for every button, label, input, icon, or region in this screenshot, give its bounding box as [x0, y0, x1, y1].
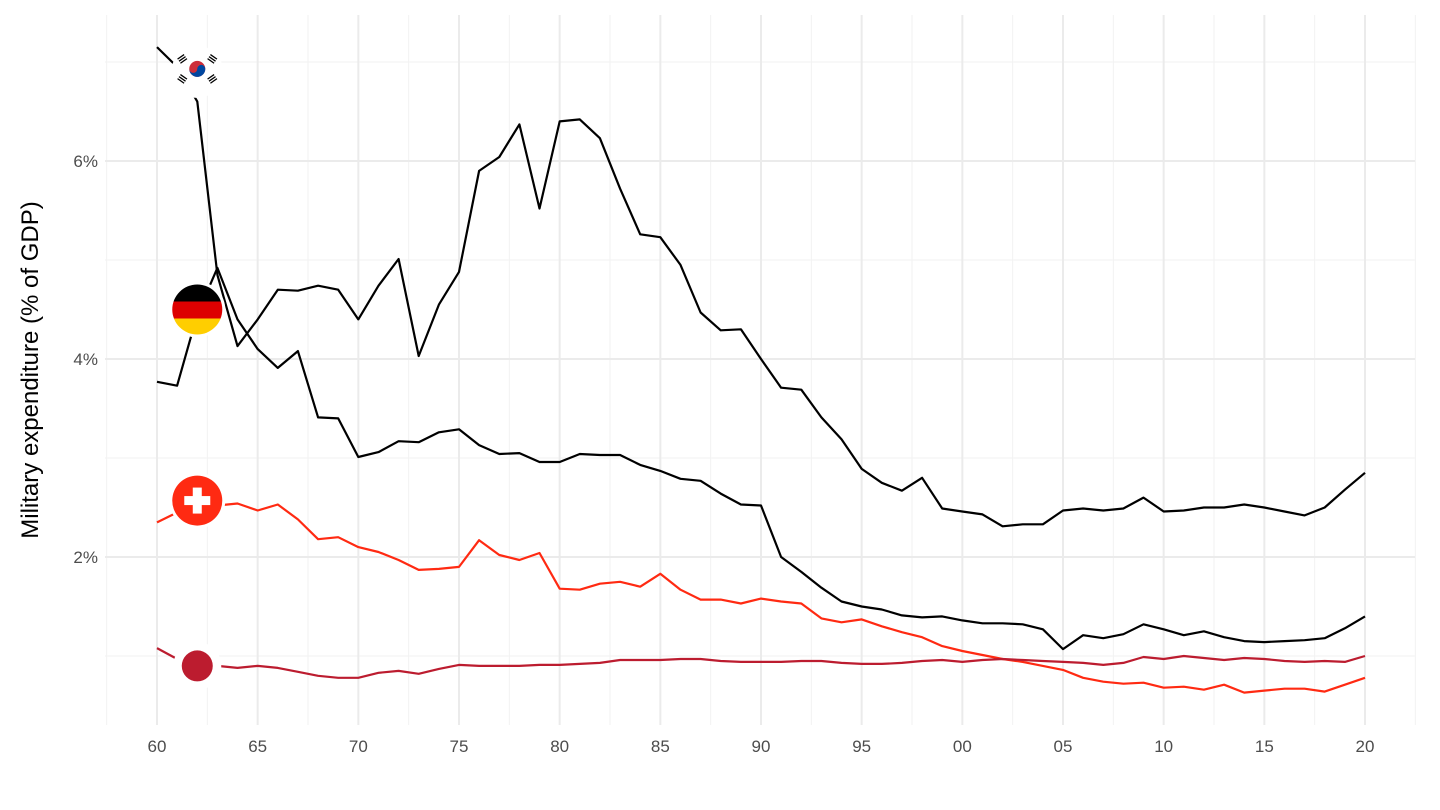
series-line-germany	[156, 266, 1366, 651]
y-axis-title: Military expenditure (% of GDP)	[17, 201, 44, 538]
series-line-south-korea	[156, 46, 1366, 528]
trigram-bar	[177, 78, 185, 84]
x-tick-label: 00	[953, 737, 972, 756]
stripe-gold	[172, 318, 223, 335]
flag-stripes	[172, 284, 223, 335]
flag-sun	[181, 650, 213, 682]
x-tick-label: 10	[1154, 737, 1173, 756]
trigram-bar	[207, 58, 215, 64]
grid	[105, 15, 1416, 725]
flag-markers	[169, 45, 226, 690]
trigram-bar	[180, 58, 188, 64]
trigram-bar	[180, 74, 188, 80]
x-tick-label: 15	[1255, 737, 1274, 756]
taegeuk-blue	[189, 64, 206, 77]
x-tick-label: 05	[1054, 737, 1073, 756]
trigram-bar	[210, 78, 218, 84]
stripe-red	[172, 301, 223, 319]
trigram-bar	[207, 74, 215, 80]
trigram-bar	[208, 76, 216, 82]
series-line-switzerland	[156, 502, 1366, 694]
y-tick-label: 4%	[73, 350, 98, 369]
switzerland-flag-icon	[169, 472, 226, 529]
trigram-bar	[208, 56, 216, 62]
y-tick-label: 2%	[73, 548, 98, 567]
germany-flag-icon	[169, 281, 226, 338]
x-tick-label: 80	[550, 737, 569, 756]
y-tick-label: 6%	[73, 152, 98, 171]
x-tick-label: 85	[651, 737, 670, 756]
series-lines	[156, 46, 1366, 694]
trigram-bar	[178, 76, 186, 82]
x-tick-label: 20	[1356, 737, 1375, 756]
trigram-bar	[178, 56, 186, 62]
stripe-black	[172, 284, 223, 302]
x-tick-label: 75	[450, 737, 469, 756]
x-axis-ticks: 60 65 70 75 80 85 90 95 00 05 10 15 20	[148, 737, 1375, 756]
trigram-bar	[210, 54, 218, 60]
cross-horizontal	[184, 496, 211, 506]
korea-flag-icon	[171, 45, 224, 98]
y-axis-ticks: 2% 4% 6%	[73, 152, 98, 567]
trigram-bar	[177, 54, 185, 60]
series-line-japan	[156, 647, 1366, 679]
x-tick-label: 65	[248, 737, 267, 756]
x-tick-label: 95	[852, 737, 871, 756]
x-tick-label: 70	[349, 737, 368, 756]
japan-flag-icon	[173, 641, 222, 690]
x-tick-label: 60	[148, 737, 167, 756]
x-tick-label: 90	[752, 737, 771, 756]
